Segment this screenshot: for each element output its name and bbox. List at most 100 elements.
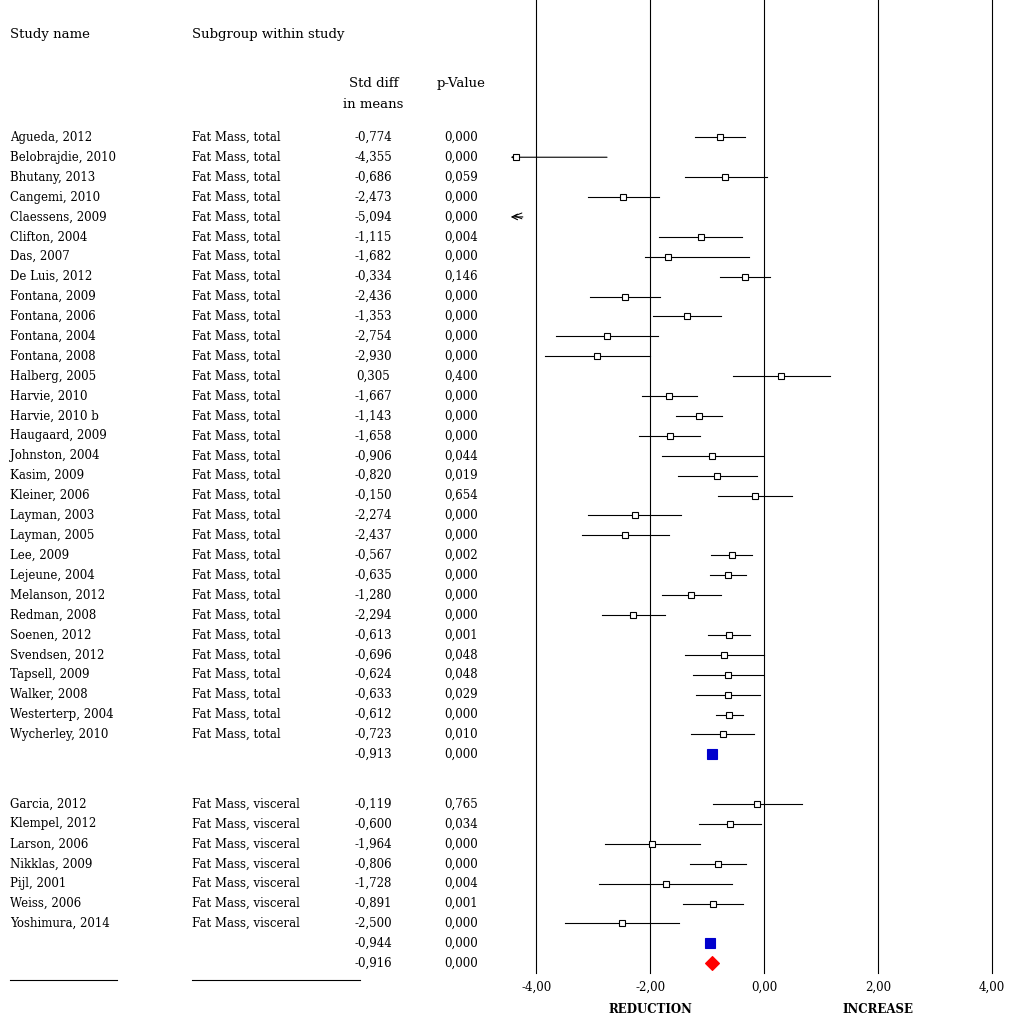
Text: in means: in means xyxy=(342,98,404,110)
Text: -0,635: -0,635 xyxy=(354,569,392,582)
Text: -0,723: -0,723 xyxy=(355,728,391,741)
Text: -1,143: -1,143 xyxy=(355,409,391,422)
Text: 0,000: 0,000 xyxy=(443,350,478,363)
Text: 0,000: 0,000 xyxy=(443,509,478,522)
Text: Layman, 2003: Layman, 2003 xyxy=(10,509,95,522)
Text: Klempel, 2012: Klempel, 2012 xyxy=(10,817,97,831)
Text: Fontana, 2009: Fontana, 2009 xyxy=(10,291,96,303)
Text: -0,612: -0,612 xyxy=(355,708,391,721)
Text: Claessens, 2009: Claessens, 2009 xyxy=(10,211,107,223)
Text: p-Value: p-Value xyxy=(436,77,485,90)
Text: Fat Mass, total: Fat Mass, total xyxy=(192,529,280,542)
Text: -5,094: -5,094 xyxy=(354,211,392,223)
Text: 0,000: 0,000 xyxy=(443,310,478,323)
Text: 0,029: 0,029 xyxy=(444,688,477,701)
Text: 0,000: 0,000 xyxy=(443,708,478,721)
Text: -2,00: -2,00 xyxy=(635,981,664,993)
Text: Melanson, 2012: Melanson, 2012 xyxy=(10,588,105,602)
Text: Fat Mass, total: Fat Mass, total xyxy=(192,329,280,343)
Text: -2,930: -2,930 xyxy=(355,350,391,363)
Text: 0,000: 0,000 xyxy=(443,609,478,622)
Text: -0,613: -0,613 xyxy=(355,628,391,641)
Text: Fat Mass, visceral: Fat Mass, visceral xyxy=(192,857,300,871)
Text: 2,00: 2,00 xyxy=(864,981,890,993)
Text: -1,964: -1,964 xyxy=(355,838,391,850)
Text: Fat Mass, total: Fat Mass, total xyxy=(192,171,280,184)
Text: -0,774: -0,774 xyxy=(354,131,392,144)
Text: Fat Mass, total: Fat Mass, total xyxy=(192,230,280,243)
Text: Fat Mass, visceral: Fat Mass, visceral xyxy=(192,798,300,810)
Text: 0,000: 0,000 xyxy=(443,131,478,144)
Text: 0,002: 0,002 xyxy=(444,548,477,562)
Text: 0,048: 0,048 xyxy=(444,668,477,681)
Text: Bhutany, 2013: Bhutany, 2013 xyxy=(10,171,96,184)
Text: Fat Mass, visceral: Fat Mass, visceral xyxy=(192,877,300,890)
Text: -2,294: -2,294 xyxy=(355,609,391,622)
Text: -0,906: -0,906 xyxy=(354,449,392,462)
Text: -0,891: -0,891 xyxy=(355,897,391,910)
Text: Fat Mass, total: Fat Mass, total xyxy=(192,390,280,403)
Text: 0,000: 0,000 xyxy=(443,957,478,970)
Text: Fontana, 2004: Fontana, 2004 xyxy=(10,329,96,343)
Text: 0,059: 0,059 xyxy=(443,171,478,184)
Text: -2,274: -2,274 xyxy=(355,509,391,522)
Text: 0,000: 0,000 xyxy=(443,529,478,542)
Text: -1,353: -1,353 xyxy=(355,310,391,323)
Text: Agueda, 2012: Agueda, 2012 xyxy=(10,131,93,144)
Text: Fat Mass, total: Fat Mass, total xyxy=(192,310,280,323)
Text: Walker, 2008: Walker, 2008 xyxy=(10,688,88,701)
Text: -0,820: -0,820 xyxy=(355,470,391,482)
Text: Fat Mass, total: Fat Mass, total xyxy=(192,548,280,562)
Text: -1,667: -1,667 xyxy=(355,390,391,403)
Text: Fat Mass, total: Fat Mass, total xyxy=(192,409,280,422)
Text: 0,654: 0,654 xyxy=(443,489,478,502)
Text: REDUCTION: REDUCTION xyxy=(607,1004,692,1016)
Text: -0,806: -0,806 xyxy=(355,857,391,871)
Text: 0,000: 0,000 xyxy=(443,937,478,950)
Text: Fat Mass, total: Fat Mass, total xyxy=(192,430,280,442)
Text: Harvie, 2010 b: Harvie, 2010 b xyxy=(10,409,99,422)
Text: Halberg, 2005: Halberg, 2005 xyxy=(10,369,96,383)
Text: 0,305: 0,305 xyxy=(356,369,390,383)
Text: Nikklas, 2009: Nikklas, 2009 xyxy=(10,857,93,871)
Text: 0,001: 0,001 xyxy=(444,628,477,641)
Text: 0,000: 0,000 xyxy=(443,569,478,582)
Text: Pijl, 2001: Pijl, 2001 xyxy=(10,877,66,890)
Text: -0,944: -0,944 xyxy=(354,937,392,950)
Text: INCREASE: INCREASE xyxy=(842,1004,912,1016)
Text: <: < xyxy=(512,211,523,223)
Text: Fat Mass, total: Fat Mass, total xyxy=(192,728,280,741)
Text: Fat Mass, total: Fat Mass, total xyxy=(192,251,280,263)
Text: -0,696: -0,696 xyxy=(354,649,392,661)
Text: 0,034: 0,034 xyxy=(443,817,478,831)
Text: 0,000: 0,000 xyxy=(443,251,478,263)
Text: Fat Mass, total: Fat Mass, total xyxy=(192,509,280,522)
Text: Study name: Study name xyxy=(10,29,90,41)
Text: Redman, 2008: Redman, 2008 xyxy=(10,609,97,622)
Text: Std diff: Std diff xyxy=(348,77,397,90)
Text: -1,115: -1,115 xyxy=(355,230,391,243)
Text: Subgroup within study: Subgroup within study xyxy=(192,29,344,41)
Text: -2,437: -2,437 xyxy=(355,529,391,542)
Text: Fat Mass, total: Fat Mass, total xyxy=(192,588,280,602)
Text: Fat Mass, total: Fat Mass, total xyxy=(192,688,280,701)
Text: 0,000: 0,000 xyxy=(443,329,478,343)
Text: Fat Mass, visceral: Fat Mass, visceral xyxy=(192,917,300,930)
Text: Fat Mass, total: Fat Mass, total xyxy=(192,470,280,482)
Text: -2,473: -2,473 xyxy=(355,190,391,204)
Text: -4,355: -4,355 xyxy=(354,150,392,164)
Text: 0,146: 0,146 xyxy=(444,270,477,283)
Text: 4,00: 4,00 xyxy=(977,981,1004,993)
Text: Svendsen, 2012: Svendsen, 2012 xyxy=(10,649,105,661)
Text: 0,000: 0,000 xyxy=(443,190,478,204)
Text: -0,119: -0,119 xyxy=(355,798,391,810)
Text: Fat Mass, total: Fat Mass, total xyxy=(192,649,280,661)
Text: Wycherley, 2010: Wycherley, 2010 xyxy=(10,728,108,741)
Text: Fat Mass, total: Fat Mass, total xyxy=(192,668,280,681)
Text: Fat Mass, total: Fat Mass, total xyxy=(192,211,280,223)
Text: Yoshimura, 2014: Yoshimura, 2014 xyxy=(10,917,110,930)
Text: Lejeune, 2004: Lejeune, 2004 xyxy=(10,569,95,582)
Text: Weiss, 2006: Weiss, 2006 xyxy=(10,897,82,910)
Text: 0,000: 0,000 xyxy=(443,409,478,422)
Text: -0,624: -0,624 xyxy=(355,668,391,681)
